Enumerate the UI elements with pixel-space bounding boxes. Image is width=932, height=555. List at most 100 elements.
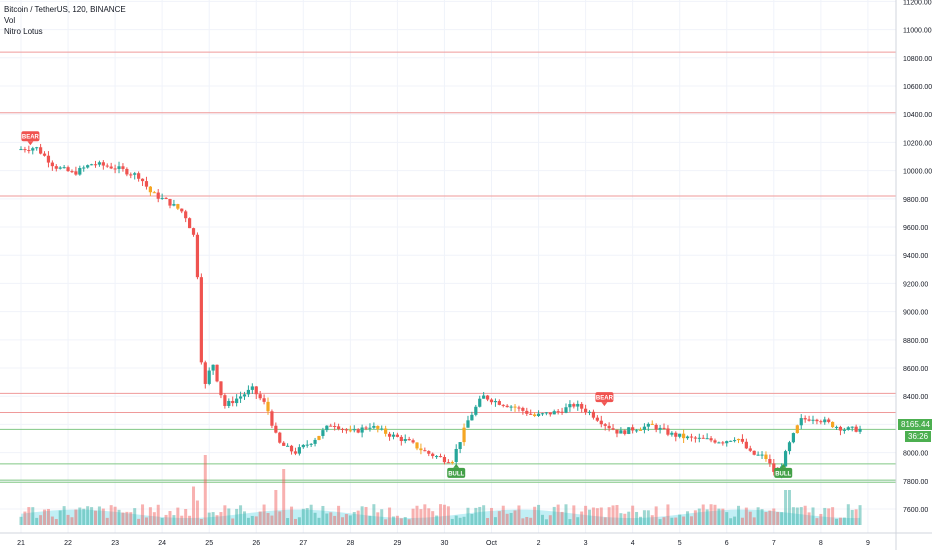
bear-signal-label-box [595,392,614,403]
volume-bar [599,507,603,525]
candle-body [250,386,254,390]
candle-body [19,149,23,151]
symbol-title[interactable]: Bitcoin / TetherUS, 120, BINANCE [4,5,126,14]
candle-body [638,429,643,431]
price-tick-label: 9200.00 [903,281,928,288]
volume-bar [215,515,219,525]
candle-body [262,398,266,402]
volume-bar [713,504,717,525]
volume-bar [654,506,658,525]
volume-bar [250,515,254,525]
candle-body [552,411,556,415]
candle-body [419,448,423,451]
candle-body [662,427,666,429]
candle-body [187,218,192,229]
volume-bar [176,507,180,525]
volume-bar [388,507,392,525]
candle-body [325,425,329,431]
volume-bar [827,508,831,525]
volume-bar [540,514,544,525]
time-axis[interactable]: 21 22 23 24 25 26 27 28 29 30 Oct 2 3 4 5 6 7 8 9 [17,540,870,547]
candle-body [701,437,705,439]
volume-indicator-label[interactable]: Vol [4,16,16,25]
volume-bar [337,505,341,525]
candle-body [289,445,294,452]
candle-body [415,442,419,449]
bear-signal-text: BEAR [596,396,614,402]
candle-body [454,448,458,462]
candle-body [560,411,564,413]
candle-body [634,430,639,432]
candle-body [117,166,121,169]
candle-body [513,406,517,408]
candle-body [191,228,196,235]
volume-bar [274,490,278,525]
candle-body [850,426,854,428]
volume-bar [556,504,560,525]
volume-bar [90,507,94,525]
volume-bar [54,519,58,525]
volume-bar [74,509,78,525]
candle-body [219,381,223,396]
time-tick-label: 24 [158,540,166,547]
candle-body [497,401,501,405]
candle-body [156,192,160,199]
candle-body [764,454,768,459]
volume-bar [109,505,113,525]
candle-body [133,173,137,175]
candle-body [831,421,835,428]
volume-bar [776,511,780,525]
candle-body [666,428,670,435]
candle-body [352,429,356,431]
bull-signal-pointer [780,463,787,468]
candle-body [564,407,568,413]
candle-body [66,167,70,172]
volume-bar [537,504,541,525]
candle-body [478,398,482,407]
volume-bar [352,512,356,525]
candle-body [152,192,156,194]
volume-bar [172,515,176,525]
volume-bar [858,505,862,525]
volume-bar [184,508,188,525]
volume-bar [282,469,286,525]
volume-bar [737,505,741,525]
candle-body [787,442,792,452]
volume-bar [391,516,395,525]
volume-bar [305,508,309,525]
candle-body [689,436,694,438]
volume-bar [137,518,141,525]
candle-body [568,404,572,408]
candle-body [62,167,66,169]
bear-signal-pointer [601,402,608,407]
candle-body [521,407,525,411]
volume-bar [689,516,693,525]
candle-body [485,395,490,400]
level-lines [0,51,896,483]
candle-body [333,425,337,427]
candle-body [297,447,301,454]
candle-body [450,461,454,463]
time-tick-label: 6 [725,540,729,547]
volume-bar [293,518,297,525]
candle-body [31,148,35,151]
volume-bar [278,511,282,525]
volume-bar [580,511,584,525]
volume-bar [219,512,223,525]
candle-body [650,423,654,425]
volume-bar [819,513,823,525]
volume-bar [446,506,450,525]
volume-bar [415,505,419,525]
candle-body [39,147,43,154]
price-axis[interactable]: 11200.00 11000.00 10800.00 10600.00 10400.00… [903,0,932,514]
volume-bar [199,518,203,525]
nitro-lotus-indicator-label[interactable]: Nitro Lotus [4,27,43,36]
candle-body [489,399,494,403]
candle-body [125,168,129,175]
price-tick-label: 8000.00 [903,451,928,458]
volume-bar [717,508,721,525]
volume-bar [678,514,682,525]
volume-bar [227,508,231,525]
